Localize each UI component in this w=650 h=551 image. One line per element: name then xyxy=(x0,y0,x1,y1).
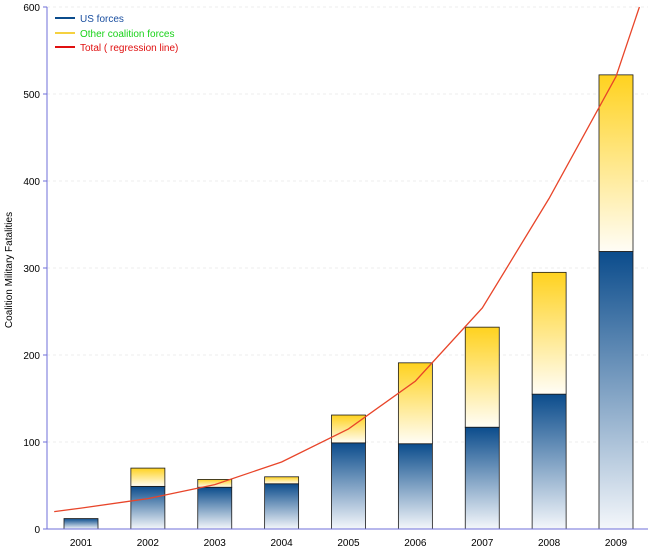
bar-us-2002 xyxy=(130,485,166,530)
bar-us-2008 xyxy=(531,393,567,530)
x-tick-label: 2008 xyxy=(538,538,561,549)
x-tick-label: 2001 xyxy=(70,538,93,549)
bar-other-2009 xyxy=(598,74,634,252)
bar-other-2008 xyxy=(531,271,567,395)
bar-series xyxy=(63,74,634,530)
bar-other-2002 xyxy=(130,467,166,487)
legend-label-other: Other coalition forces xyxy=(80,29,175,40)
x-tick-labels: 2001 2002 2003 2004 2005 2006 2007 2008 2009 xyxy=(70,538,628,549)
bar-other-2007 xyxy=(464,326,500,428)
bar-us-2005 xyxy=(331,442,366,530)
bar-us-2003 xyxy=(197,486,233,530)
y-tick-label: 300 xyxy=(23,264,40,275)
y-tick-label: 200 xyxy=(23,351,40,362)
x-tick-label: 2009 xyxy=(605,538,628,549)
x-tick-label: 2005 xyxy=(337,538,360,549)
legend-label-total: Total ( regression line) xyxy=(80,43,178,54)
bar-us-2007 xyxy=(464,426,500,530)
x-tick-label: 2007 xyxy=(471,538,494,549)
y-tick-label: 0 xyxy=(34,525,40,536)
bar-us-2001 xyxy=(63,518,99,530)
x-tick-label: 2003 xyxy=(204,538,227,549)
bar-us-2004 xyxy=(264,483,300,530)
bar-us-2006 xyxy=(397,443,433,530)
y-tick-labels: 0 100 200 300 400 500 600 xyxy=(23,3,47,536)
bar-us-2009 xyxy=(598,251,634,530)
legend-label-us: US forces xyxy=(80,14,124,25)
y-tick-label: 100 xyxy=(23,438,40,449)
regression-line xyxy=(54,6,641,513)
y-tick-label: 500 xyxy=(23,90,40,101)
y-tick-label: 600 xyxy=(23,3,40,14)
x-tick-label: 2006 xyxy=(404,538,427,549)
x-tick-label: 2002 xyxy=(137,538,160,549)
bar-other-2004 xyxy=(264,476,300,485)
bar-other-2006 xyxy=(397,362,433,445)
legend: US forces Other coalition forces Total (… xyxy=(55,14,178,54)
bar-other-2003 xyxy=(197,479,233,488)
x-tick-label: 2004 xyxy=(271,538,294,549)
y-tick-label: 400 xyxy=(23,177,40,188)
y-axis-label: Coalition Military Fatalities xyxy=(4,212,15,328)
